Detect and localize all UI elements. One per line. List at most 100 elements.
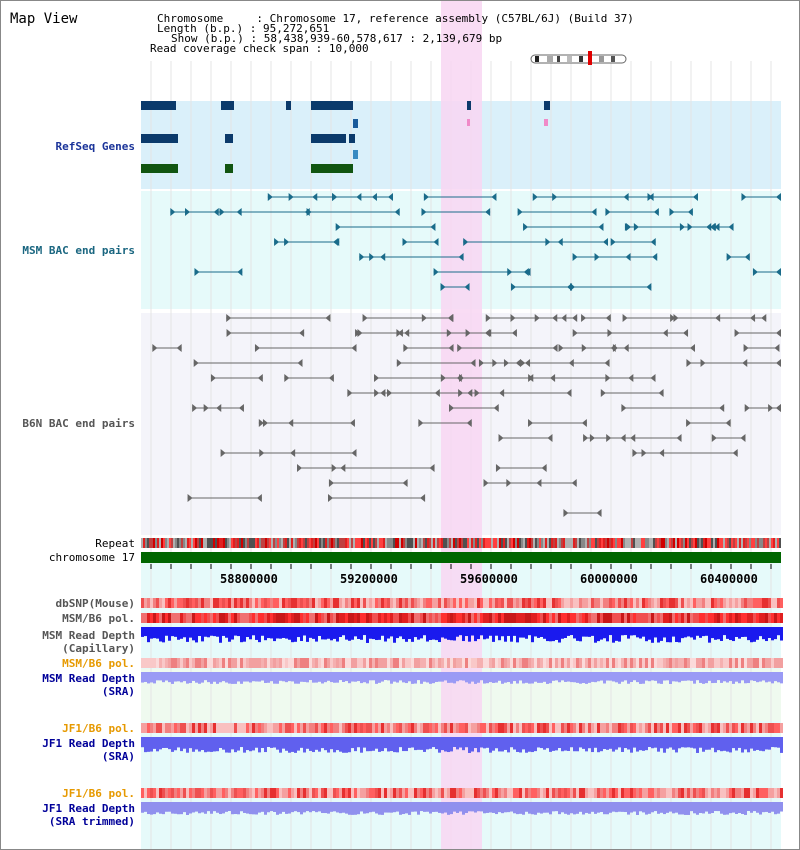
jf1-depth-trimmed-bar <box>162 802 165 815</box>
jf1-b6-pol-1-cell <box>447 723 450 733</box>
msm-bac-end-marker <box>517 208 523 216</box>
msm-depth-capillary-bar <box>357 627 360 639</box>
repeat-segment <box>295 538 297 548</box>
msm-depth-capillary-bar <box>543 627 546 639</box>
jf1-b6-pol-2-cell <box>162 788 165 798</box>
msm-depth-capillary-bar <box>417 627 420 640</box>
jf1-b6-pol-2-cell <box>303 788 306 798</box>
track-label-msm-depth-sra[interactable]: MSM Read Depth (SRA) <box>7 672 135 698</box>
repeat-segment <box>599 538 601 548</box>
msm-depth-sra-bar <box>654 672 657 681</box>
jf1-b6-pol-1-cell <box>597 723 600 733</box>
msm-depth-sra-bar <box>618 672 621 684</box>
repeat-segment <box>267 538 269 548</box>
track-label-chromosome[interactable]: chromosome 17 <box>48 551 135 564</box>
jf1-depth-trimmed-bar <box>195 802 198 812</box>
dbsnp-cell <box>270 598 273 608</box>
repeat-segment <box>761 538 763 548</box>
jf1-b6-pol-2-cell <box>141 788 144 798</box>
jf1-b6-pol-1-cell <box>537 723 540 733</box>
dbsnp-cell <box>741 598 744 608</box>
track-label-b6n-bac[interactable]: B6N BAC end pairs <box>22 417 135 430</box>
dbsnp-cell <box>450 598 453 608</box>
track-label-msm-b6-pol-1[interactable]: MSM/B6 pol. <box>62 612 135 625</box>
jf1-b6-pol-1-cell <box>666 723 669 733</box>
msm-b6-pol-2-cell <box>645 658 648 668</box>
jf1-b6-pol-1-cell <box>144 723 147 733</box>
msm-depth-capillary-bar <box>564 627 567 638</box>
gene-exon <box>225 134 233 143</box>
jf1-b6-pol-2-cell <box>687 788 690 798</box>
msm-depth-capillary-bar <box>576 627 579 641</box>
track-label-jf1-b6-pol-1[interactable]: JF1/B6 pol. <box>62 722 135 735</box>
jf1-b6-pol-1-cell <box>333 723 336 733</box>
msm-b6-pol-2-cell <box>474 658 477 668</box>
jf1-depth-sra-bar <box>597 737 600 753</box>
jf1-b6-pol-1-cell <box>213 723 216 733</box>
jf1-depth-sra-bar <box>588 737 591 749</box>
msm-b6-pol-1-cell <box>744 613 747 623</box>
msm-b6-pol-2-cell <box>507 658 510 668</box>
jf1-depth-sra-bar <box>483 737 486 749</box>
jf1-b6-pol-2-cell <box>705 788 708 798</box>
msm-depth-capillary-bar <box>156 627 159 639</box>
msm-b6-pol-2-cell <box>561 658 564 668</box>
msm-depth-capillary-bar <box>270 627 273 639</box>
msm-b6-pol-1-cell <box>471 613 474 623</box>
jf1-depth-trimmed-bar <box>546 802 549 813</box>
repeat-segment <box>453 538 455 548</box>
msm-depth-capillary-bar <box>444 627 447 639</box>
msm-b6-pol-1-cell <box>753 613 756 623</box>
jf1-b6-pol-1-cell <box>690 723 693 733</box>
track-label-dbsnp[interactable]: dbSNP(Mouse) <box>55 597 135 610</box>
b6n-bac-end-marker <box>686 359 692 367</box>
jf1-depth-sra-bar <box>450 737 453 752</box>
jf1-b6-pol-1-cell <box>708 723 711 733</box>
repeat-segment <box>257 538 259 548</box>
track-label-jf1-b6-pol-2[interactable]: JF1/B6 pol. <box>62 787 135 800</box>
msm-b6-pol-1-cell <box>255 613 258 623</box>
jf1-depth-sra-bar <box>141 737 144 748</box>
msm-depth-sra-bar <box>771 672 774 684</box>
track-label-repeat[interactable]: Repeat <box>95 537 135 550</box>
track-label-refseq[interactable]: RefSeq Genes <box>55 140 135 153</box>
repeat-segment <box>281 538 283 548</box>
repeat-segment <box>551 538 553 548</box>
jf1-depth-sra-bar <box>339 737 342 752</box>
jf1-depth-trimmed-bar <box>306 802 309 812</box>
msm-b6-pol-1-cell <box>306 613 309 623</box>
msm-b6-pol-1-cell <box>159 613 162 623</box>
repeat-segment <box>525 538 527 548</box>
jf1-depth-trimmed-bar <box>618 802 621 812</box>
msm-depth-capillary-bar <box>591 627 594 636</box>
repeat-segment <box>741 538 743 548</box>
jf1-b6-pol-2-cell <box>267 788 270 798</box>
jf1-depth-sra-bar <box>603 737 606 750</box>
jf1-b6-pol-2-cell <box>684 788 687 798</box>
repeat-segment <box>713 538 715 548</box>
msm-depth-sra-bar <box>627 672 630 684</box>
jf1-depth-trimmed-bar <box>351 802 354 815</box>
jf1-b6-pol-2-cell <box>591 788 594 798</box>
repeat-segment <box>325 538 327 548</box>
chromosome-bar <box>141 552 781 563</box>
track-label-msm-depth-capillary[interactable]: MSM Read Depth (Capillary) <box>7 629 135 655</box>
track-label-msm-b6-pol-2[interactable]: MSM/B6 pol. <box>62 657 135 670</box>
msm-b6-pol-2-cell <box>441 658 444 668</box>
msm-b6-pol-1-cell <box>723 613 726 623</box>
msm-depth-capillary-bar <box>399 627 402 637</box>
msm-bac-end-marker <box>647 193 653 201</box>
jf1-depth-trimmed-bar <box>348 802 351 815</box>
track-label-jf1-depth-trimmed[interactable]: JF1 Read Depth (SRA trimmed) <box>7 802 135 828</box>
jf1-depth-trimmed-bar <box>489 802 492 813</box>
repeat-segment <box>617 538 619 548</box>
jf1-b6-pol-1-cell <box>753 723 756 733</box>
dbsnp-cell <box>216 598 219 608</box>
msm-depth-capillary-bar <box>303 627 306 636</box>
track-label-msm-bac[interactable]: MSM BAC end pairs <box>22 244 135 257</box>
jf1-b6-pol-1-cell <box>717 723 720 733</box>
jf1-b6-pol-2-cell <box>711 788 714 798</box>
jf1-depth-sra-bar <box>357 737 360 748</box>
track-label-jf1-depth-sra[interactable]: JF1 Read Depth (SRA) <box>7 737 135 763</box>
jf1-b6-pol-2-cell <box>471 788 474 798</box>
